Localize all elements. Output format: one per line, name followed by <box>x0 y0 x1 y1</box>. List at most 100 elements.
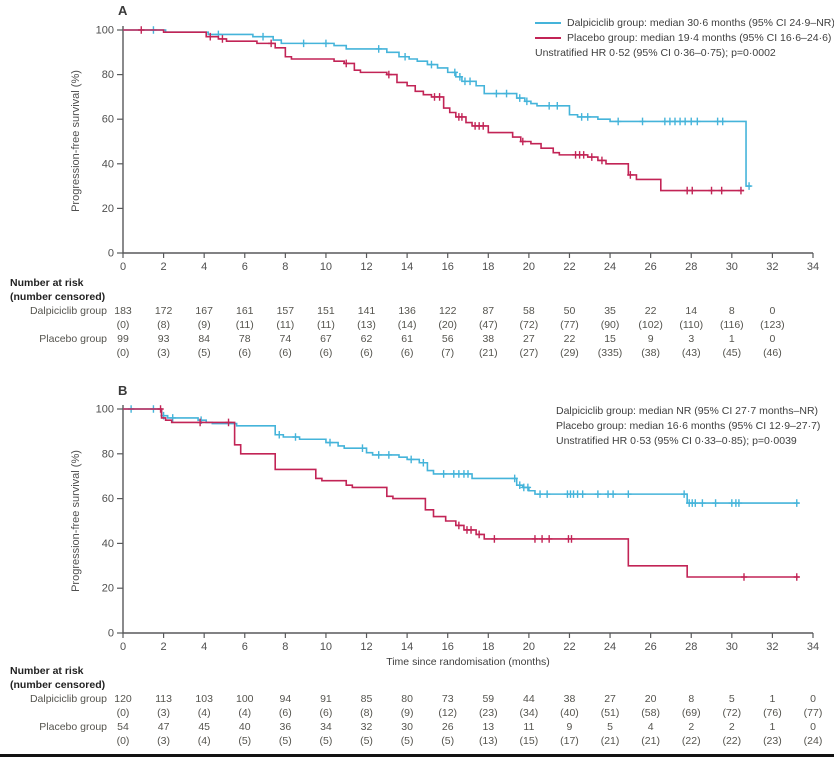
risk-table-header: Number at risk <box>10 277 84 289</box>
x-tick-label: 12 <box>360 261 372 273</box>
risk-cell: 8 <box>688 693 695 705</box>
risk-cell: (23) <box>478 707 498 719</box>
y-tick-label: 80 <box>102 448 114 460</box>
censor-tick-placebo <box>740 573 748 581</box>
x-tick-label: 26 <box>645 261 657 273</box>
risk-cell: 1 <box>728 333 735 345</box>
censor-tick-dalpiciclib <box>578 113 585 121</box>
panel-b-y-axis-label: Progression-free survival (%) <box>70 450 82 592</box>
risk-cell: (6) <box>400 347 414 359</box>
risk-cell: 58 <box>523 305 535 317</box>
censor-tick-dalpiciclib <box>428 60 435 69</box>
risk-cell: (21) <box>641 735 660 747</box>
risk-cell: (15) <box>519 735 539 747</box>
censor-tick-placebo <box>580 151 587 159</box>
censor-tick-dalpiciclib <box>466 77 474 86</box>
risk-cell: 183 <box>114 305 132 317</box>
x-tick-label: 20 <box>523 641 535 653</box>
censor-tick-dalpiciclib <box>385 451 393 459</box>
risk-cell: 78 <box>238 333 251 345</box>
censor-tick-placebo <box>385 70 393 79</box>
risk-cell: 2 <box>728 721 735 733</box>
x-tick-label: 8 <box>282 261 288 273</box>
y-tick-label: 20 <box>102 203 114 215</box>
risk-cell: 172 <box>154 305 173 317</box>
censor-tick-dalpiciclib <box>745 182 753 190</box>
x-tick-label: 6 <box>242 261 248 273</box>
censor-tick-placebo <box>225 418 232 427</box>
x-tick-label: 28 <box>685 641 697 653</box>
risk-cell: 0 <box>769 305 776 317</box>
censor-tick-placebo <box>343 59 350 68</box>
censor-tick-placebo <box>538 535 546 543</box>
risk-cell: 9 <box>647 333 654 345</box>
risk-cell: (5) <box>400 735 414 747</box>
y-tick-label: 80 <box>102 69 114 81</box>
risk-cell: 8 <box>728 305 735 317</box>
censor-tick-dalpiciclib <box>300 39 307 48</box>
risk-row-label: Dalpiciclib group <box>29 693 107 705</box>
risk-cell: (72) <box>519 319 539 331</box>
x-axis-label: Time since randomisation (months) <box>386 656 550 668</box>
legend-row: Unstratified HR 0·52 (95% CI 0·36–0·75);… <box>535 45 834 60</box>
risk-cell: (14) <box>397 319 417 331</box>
x-tick-label: 32 <box>766 261 778 273</box>
censor-tick-placebo <box>455 521 463 530</box>
risk-cell: 14 <box>685 305 698 317</box>
legend-row: Placebo group: median 16·6 months (95% C… <box>556 418 820 433</box>
risk-cell: 9 <box>566 721 573 733</box>
x-tick-label: 10 <box>320 641 332 653</box>
risk-cell: (43) <box>681 347 701 359</box>
risk-cell: (110) <box>679 319 704 331</box>
x-tick-label: 16 <box>442 641 454 653</box>
risk-cell: (90) <box>600 319 620 331</box>
risk-cell: 3 <box>688 333 695 345</box>
risk-cell: 36 <box>279 721 292 733</box>
censor-tick-dalpiciclib <box>719 117 726 126</box>
x-tick-label: 2 <box>161 641 167 653</box>
x-tick-label: 16 <box>442 261 454 273</box>
censor-tick-dalpiciclib <box>456 73 464 81</box>
y-tick-label: 60 <box>102 493 114 505</box>
risk-cell: (3) <box>157 735 170 747</box>
censor-tick-dalpiciclib <box>516 94 523 102</box>
panel-a-label: A <box>118 3 128 18</box>
censor-tick-dalpiciclib <box>440 470 447 478</box>
censor-tick-dalpiciclib <box>326 438 334 447</box>
censor-tick-placebo <box>708 186 715 195</box>
risk-cell: (23) <box>763 735 782 747</box>
censor-tick-placebo <box>157 405 164 413</box>
risk-cell: (45) <box>722 347 742 359</box>
risk-row-label: Placebo group <box>39 721 107 733</box>
censor-tick-placebo <box>196 418 204 427</box>
risk-cell: (76) <box>763 707 782 719</box>
risk-cell: (46) <box>763 347 782 359</box>
panel-b-plot: Progression-free survival (%) 0204060801… <box>70 404 819 654</box>
censor-tick-dalpiciclib <box>276 430 283 439</box>
risk-cell: 141 <box>357 305 376 317</box>
x-tick-label: 24 <box>604 641 616 653</box>
risk-cell: (6) <box>319 347 333 359</box>
risk-cell: (0) <box>116 707 130 719</box>
risk-cell: 74 <box>279 333 292 345</box>
risk-cell: (11) <box>235 319 254 331</box>
censor-tick-placebo <box>545 535 553 543</box>
risk-cell: (9) <box>197 319 211 331</box>
censor-tick-dalpiciclib <box>543 490 551 498</box>
risk-cell: 11 <box>523 721 535 733</box>
risk-cell: 103 <box>195 693 213 705</box>
censor-tick-placebo <box>138 26 145 34</box>
placebo-line-swatch <box>535 36 561 39</box>
risk-cell: 120 <box>114 693 132 705</box>
risk-cell: (5) <box>278 735 292 747</box>
risk-cell: 35 <box>604 305 616 317</box>
risk-cell: 85 <box>360 693 373 705</box>
x-tick-label: 4 <box>201 261 207 273</box>
risk-cell: 136 <box>398 305 416 317</box>
y-tick-label: 100 <box>96 25 114 37</box>
risk-cell: (24) <box>803 735 823 747</box>
risk-cell: 13 <box>482 721 495 733</box>
risk-cell: (34) <box>519 707 539 719</box>
risk-cell: 167 <box>195 305 213 317</box>
x-tick-label: 6 <box>242 641 248 653</box>
